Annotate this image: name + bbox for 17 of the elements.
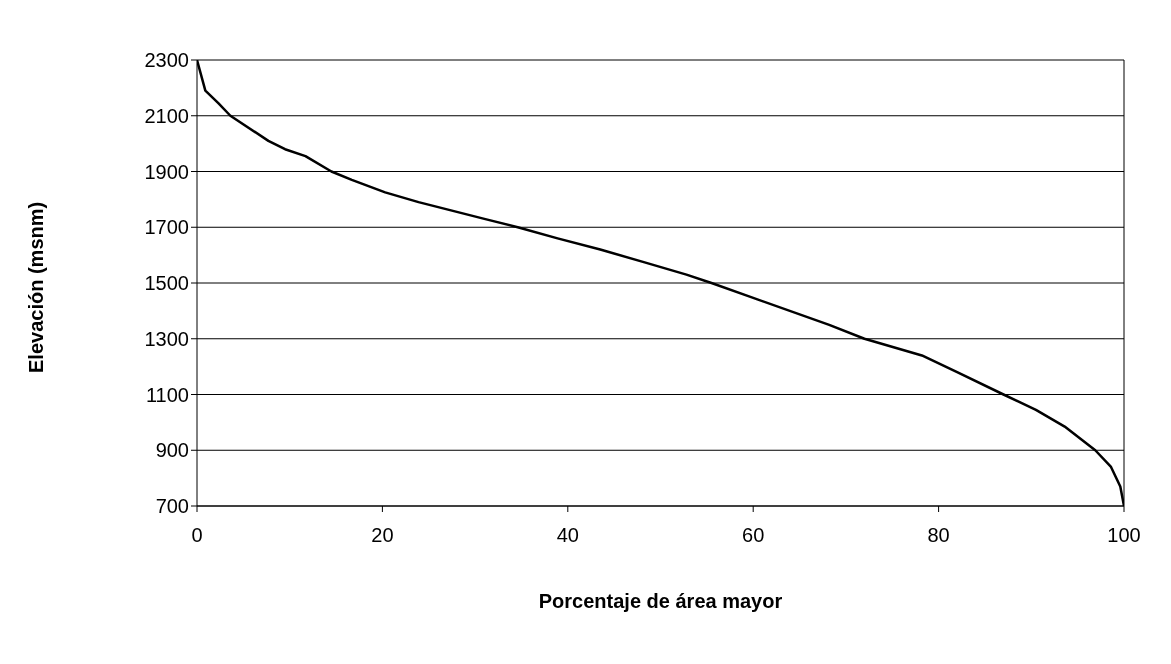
x-tick-label: 80 bbox=[927, 524, 950, 547]
y-tick-label: 2300 bbox=[144, 49, 189, 72]
y-tick-label: 1900 bbox=[144, 160, 189, 183]
x-tick-label: 20 bbox=[371, 524, 394, 547]
y-axis-title: Elevación (msnm) bbox=[25, 201, 48, 373]
x-tick-label: 100 bbox=[1107, 524, 1141, 547]
y-tick-label: 900 bbox=[155, 439, 189, 462]
y-tick-label: 1500 bbox=[144, 272, 189, 295]
x-tick-label: 60 bbox=[742, 524, 765, 547]
y-tick-label: 2100 bbox=[144, 104, 189, 127]
y-tick-label: 1100 bbox=[145, 383, 189, 406]
y-tick-label: 700 bbox=[155, 495, 189, 518]
x-axis-title: Porcentaje de área mayor bbox=[538, 590, 783, 612]
y-tick-label: 1300 bbox=[144, 327, 189, 350]
x-tick-label: 40 bbox=[556, 524, 579, 547]
x-tick-label: 0 bbox=[191, 524, 203, 547]
y-tick-label: 1700 bbox=[144, 216, 189, 239]
